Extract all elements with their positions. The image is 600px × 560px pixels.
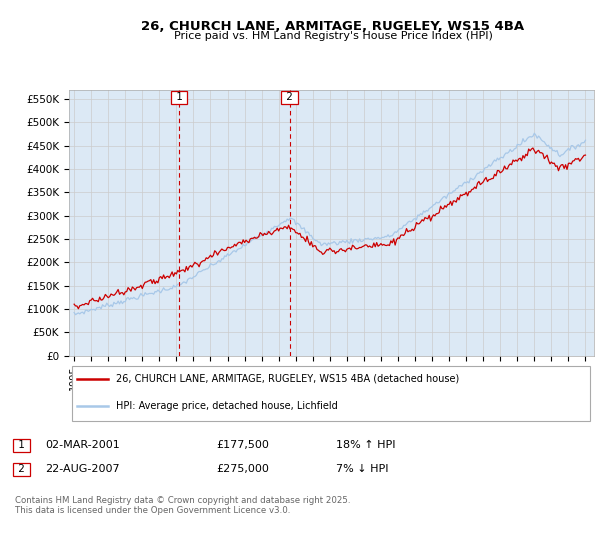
Text: £275,000: £275,000: [216, 464, 269, 474]
Text: 1: 1: [173, 92, 186, 102]
Text: 1: 1: [15, 440, 28, 450]
Text: 02-MAR-2001: 02-MAR-2001: [45, 440, 120, 450]
Text: Contains HM Land Registry data © Crown copyright and database right 2025.
This d: Contains HM Land Registry data © Crown c…: [15, 496, 350, 515]
Text: 22-AUG-2007: 22-AUG-2007: [45, 464, 119, 474]
FancyBboxPatch shape: [71, 366, 590, 421]
Text: 26, CHURCH LANE, ARMITAGE, RUGELEY, WS15 4BA: 26, CHURCH LANE, ARMITAGE, RUGELEY, WS15…: [142, 20, 524, 32]
Text: 26, CHURCH LANE, ARMITAGE, RUGELEY, WS15 4BA (detached house): 26, CHURCH LANE, ARMITAGE, RUGELEY, WS15…: [116, 374, 460, 384]
Text: £177,500: £177,500: [216, 440, 269, 450]
Text: 2: 2: [15, 464, 28, 474]
Text: 7% ↓ HPI: 7% ↓ HPI: [336, 464, 389, 474]
Text: 2: 2: [283, 92, 296, 102]
Text: Price paid vs. HM Land Registry's House Price Index (HPI): Price paid vs. HM Land Registry's House …: [173, 31, 493, 41]
Text: 18% ↑ HPI: 18% ↑ HPI: [336, 440, 395, 450]
Text: HPI: Average price, detached house, Lichfield: HPI: Average price, detached house, Lich…: [116, 402, 338, 412]
